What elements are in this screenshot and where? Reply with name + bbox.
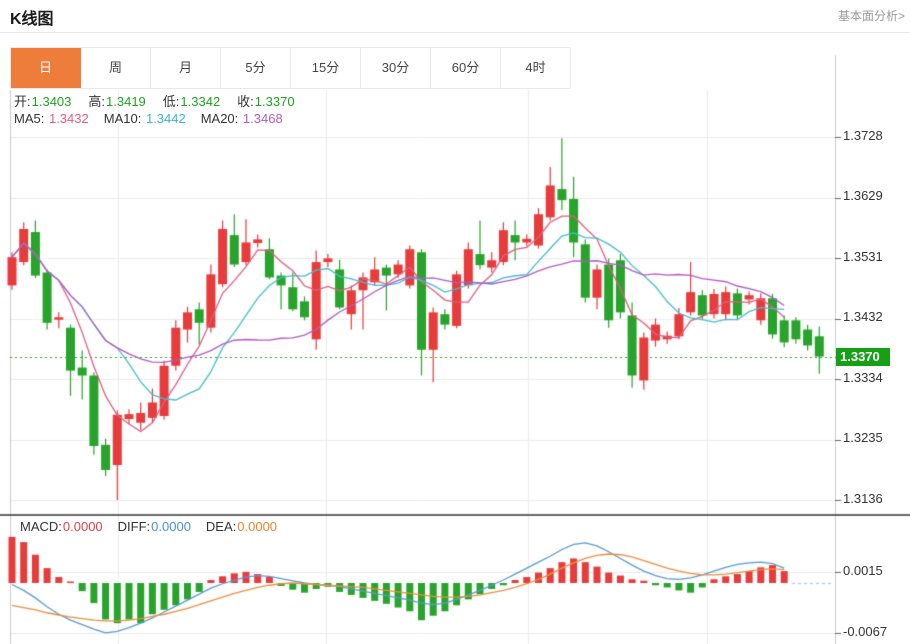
tab-day[interactable]: 日 [11,48,81,88]
ma5-readout: MA5: 1.3432 [14,111,89,126]
ma-readout: MA5: 1.3432 MA10: 1.3442 MA20: 1.3468 [14,111,283,126]
price-tick-2: 1.3531 [843,249,883,264]
dea-value-readout: DEA:0.0000 [205,519,278,534]
ma10-readout: MA10: 1.3442 [103,111,186,126]
price-tick-6: 1.3136 [843,491,883,506]
page-title: K线图 [10,11,54,28]
macd-readout: MACD:0.0000 DIFF:0.0000 DEA:0.0000 [20,519,277,534]
high-readout: 高:1.3419 [88,94,146,109]
price-tick-5: 1.3235 [843,430,883,445]
ma20-readout: MA20: 1.3468 [200,111,283,126]
macd-value-readout: MACD:0.0000 [20,519,103,534]
ohlc-readout: 开:1.3403 高:1.3419 低:1.3342 收:1.3370 [14,91,295,110]
fundamental-analysis-link[interactable]: 基本面分析> [837,9,905,23]
price-tick-1: 1.3629 [843,188,883,203]
price-tick-3: 1.3432 [843,309,883,324]
tab-week[interactable]: 周 [81,48,151,88]
low-readout: 低:1.3342 [162,94,221,109]
tab-month[interactable]: 月 [151,48,221,88]
price-tick-0: 1.3728 [843,128,883,143]
open-readout: 开:1.3403 [14,94,72,109]
price-tick-4: 1.3334 [843,370,883,385]
tab-15min[interactable]: 15分 [291,48,361,88]
macd-tick-1: -0.0067 [843,624,888,639]
tab-5min[interactable]: 5分 [221,48,291,88]
macd-tick-0: 0.0015 [843,563,883,578]
tab-60min[interactable]: 60分 [431,48,501,88]
close-readout: 收:1.3370 [237,94,295,109]
diff-value-readout: DIFF:0.0000 [117,519,191,534]
interval-tabbar: 日 周 月 5分 15分 30分 60分 4时 [10,47,571,89]
tab-4hour[interactable]: 4时 [525,60,546,75]
tab-30min[interactable]: 30分 [361,48,431,88]
current-price-label: 1.3370 [836,348,890,366]
header-divider [0,32,910,33]
